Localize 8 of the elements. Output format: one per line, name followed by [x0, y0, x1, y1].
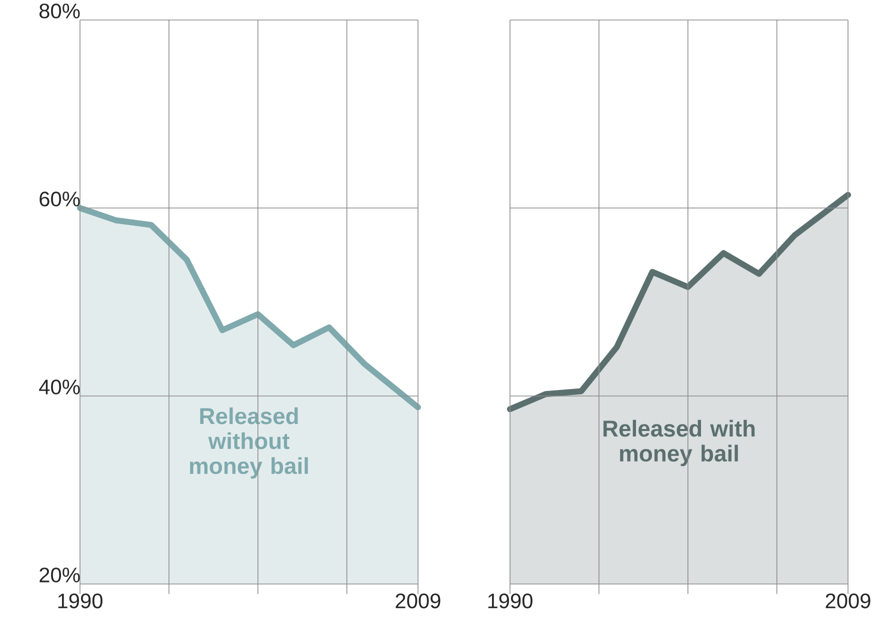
x-tick-label: 1990: [488, 594, 532, 608]
y-tick-label: 40%: [39, 380, 80, 394]
y-tick-label: 60%: [40, 192, 80, 206]
x-tick-label: 2009: [396, 594, 440, 608]
x-tick-label: 1990: [58, 594, 102, 608]
x-tick-label: 2009: [826, 594, 870, 608]
y-tick-label: 80%: [40, 4, 80, 18]
y-tick-label: 20%: [40, 568, 80, 582]
